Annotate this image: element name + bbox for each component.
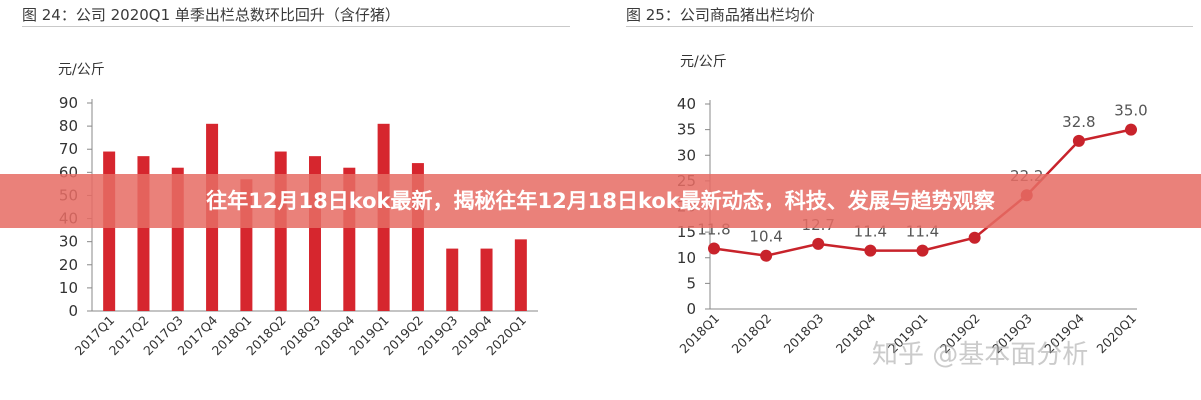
bar bbox=[480, 248, 493, 311]
title-banner: 往年12月18日kok最新，揭秘往年12月18日kok最新动态，科技、发展与趋势… bbox=[0, 174, 1201, 228]
line-y-tick-label: 0 bbox=[686, 300, 696, 318]
bar-y-tick-label: 70 bbox=[59, 140, 78, 158]
line-x-tick-label: 2020Q1 bbox=[1093, 311, 1139, 357]
bar bbox=[446, 248, 459, 311]
bar bbox=[514, 239, 527, 311]
line-y-tick-label: 5 bbox=[686, 274, 696, 292]
bar-y-tick-label: 20 bbox=[59, 256, 78, 274]
line-data-label: 35.0 bbox=[1114, 102, 1147, 120]
line-point bbox=[916, 244, 929, 257]
line-point bbox=[968, 231, 981, 244]
bar-y-tick-label: 90 bbox=[59, 94, 78, 112]
line-y-tick-label: 10 bbox=[677, 249, 696, 267]
bar-y-tick-label: 80 bbox=[59, 117, 78, 135]
bar-y-tick-label: 0 bbox=[68, 302, 78, 320]
bar-y-tick-label: 10 bbox=[59, 279, 78, 297]
watermark-text: 知乎 @基本面分析 bbox=[872, 340, 1089, 370]
line-x-tick-label: 2018Q2 bbox=[729, 311, 775, 357]
line-y-axis-label: 元/公斤 bbox=[680, 54, 727, 70]
line-point bbox=[1125, 123, 1137, 136]
line-y-tick-label: 35 bbox=[677, 121, 696, 139]
line-data-label: 10.4 bbox=[749, 228, 782, 246]
line-point bbox=[760, 249, 773, 262]
line-point bbox=[708, 242, 720, 255]
line-point bbox=[864, 244, 877, 257]
bar-y-tick-label: 30 bbox=[59, 233, 78, 251]
line-data-label: 32.8 bbox=[1062, 113, 1095, 131]
line-x-tick-label: 2018Q3 bbox=[781, 311, 827, 357]
line-x-tick-label: 2018Q1 bbox=[676, 311, 722, 357]
line-y-tick-label: 30 bbox=[677, 146, 696, 164]
line-chart-title: 图 25：公司商品猪出栏均价 bbox=[626, 4, 1193, 27]
banner-title: 往年12月18日kok最新，揭秘往年12月18日kok最新动态，科技、发展与趋势… bbox=[206, 189, 995, 213]
line-point bbox=[1072, 134, 1085, 147]
bar-y-axis-label: 元/公斤 bbox=[58, 62, 105, 78]
bar-chart-title: 图 24：公司 2020Q1 单季出栏总数环比回升（含仔猪） bbox=[22, 4, 570, 27]
line-y-tick-label: 40 bbox=[677, 95, 696, 113]
line-point bbox=[812, 237, 825, 250]
